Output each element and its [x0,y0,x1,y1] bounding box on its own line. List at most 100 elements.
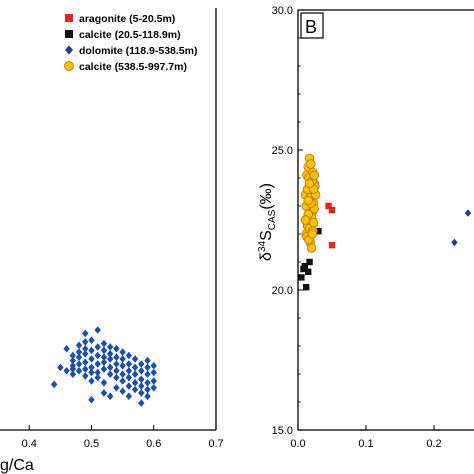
panel-a-point [88,346,95,355]
panel-a-point [119,355,126,363]
panel-a-point [82,372,89,380]
panel-a-point [106,350,114,358]
panel-b-point-square [328,207,336,214]
panel-a-point [113,367,120,375]
panel-a-point [144,385,151,394]
panel-a-point [144,378,151,387]
panel-a-point [150,377,157,385]
panel-a-point [138,382,145,390]
legend-label: calcite (538.5-997.7m) [79,61,187,73]
panel-b-point-square [298,274,305,281]
panel-a-point [106,355,114,363]
legend-marker [64,61,74,71]
panel-a-point [100,389,108,397]
panel-b-y-tick-label: 15.0 [272,425,293,437]
panel-a-point [94,373,101,382]
panel-a-point [150,384,157,392]
panel-a-point [106,363,114,372]
panel-b: B δ34SCAS(‰) 0.0 0.1 0.2 15.0 20.0 25.0 30.0 [257,5,474,450]
panel-a-point [82,365,89,373]
panel-b-point-square [302,284,310,291]
legend-label: calcite (20.5-118.9m) [79,29,181,41]
panel-a-point [131,378,139,387]
panel-a-point [94,326,101,334]
legend-label: dolomite (118.9-538.5m) [79,45,197,57]
panel-a-point [94,351,101,360]
panel-a-x-axis-label: g/Ca [0,457,34,474]
panel-b-point-circle [306,159,316,169]
panel-a-point [150,368,157,377]
panel-a-point [144,370,151,378]
panel-a-point [57,363,64,372]
panel-a-x-tick-label: 0.7 [208,438,223,450]
panel-a-point [100,346,108,355]
panel-a-point [69,356,77,365]
panel-b-point-circle [308,218,319,228]
panel-a-point [125,351,133,360]
panel-a-point [106,370,114,378]
panel-a-point [88,363,95,372]
panel-a-point [125,360,133,368]
panel-a-point [69,370,77,378]
panel-a-point [119,387,126,395]
panel-a-x-tick-label: 0.4 [22,438,37,450]
panel-a-point [138,389,145,397]
panel-b-label-box [300,12,324,39]
panel-b-point-circle [300,215,311,225]
panel-a-point [106,392,114,401]
panel-a-point [88,355,95,363]
panel-b-point-circle [309,170,320,180]
panel-a-point [131,385,139,394]
panel-a-point [125,367,133,375]
panel-a-point [100,378,108,387]
panel-a-point [113,353,120,361]
panel-a-point [119,361,126,370]
panel-a-x-tick-label: 0.6 [146,438,161,450]
panel-b-point-square [328,242,336,249]
panel-b-plot-frame [297,9,474,431]
panel-a-point [88,395,95,404]
panel-a-point [63,344,70,353]
panel-b-point-square [305,268,312,275]
panel-b-point-circle [307,229,317,239]
panel-a-point [75,353,83,361]
panel-b-point-diamond [464,209,472,217]
panel-a-point [82,329,89,338]
panel-a-point [113,373,120,382]
panel-a-point [138,399,145,407]
panel-a-point [63,367,70,375]
panel-a-point [144,363,151,372]
legend: aragonite (5-20.5m) calcite (20.5-118.9m)… [64,13,197,73]
legend-marker [65,30,73,38]
panel-a-point [113,384,120,392]
panel-a-point [94,360,101,368]
panel-a-point [75,360,83,368]
panel-a-point [100,339,108,348]
panel-a-point [138,367,145,375]
panel-a-point [125,392,133,401]
panel-a-point [131,363,139,372]
panel-a-point [69,361,77,370]
panel-a-point [82,344,89,353]
panel-a-point [125,373,133,382]
panel-a-point [144,356,151,365]
panel-a-point [131,355,139,363]
panel-a-point [119,370,126,378]
panel-b-y-tick-label: 20.0 [272,285,293,297]
panel-a-point [125,382,133,390]
panel-b-x-tick-label: 0.2 [426,438,441,450]
panel-b-point-square [301,263,308,270]
panel-b-x-tick-label: 0.1 [358,438,373,450]
panel-a-point [94,343,101,351]
panel-b-point-circle [304,178,315,189]
panel-a-x-tick-label: 0.5 [84,438,99,450]
panel-b-x-tick-label: 0.0 [290,438,305,450]
panel-b-y-tick-label: 30.0 [272,5,293,17]
panel-a-point [94,368,101,377]
panel-a-point [75,348,83,356]
legend-label: aragonite (5-20.5m) [79,13,175,25]
panel-a-point [88,377,95,385]
panel-b-point-square [306,258,313,266]
panel-a-point [82,350,89,358]
